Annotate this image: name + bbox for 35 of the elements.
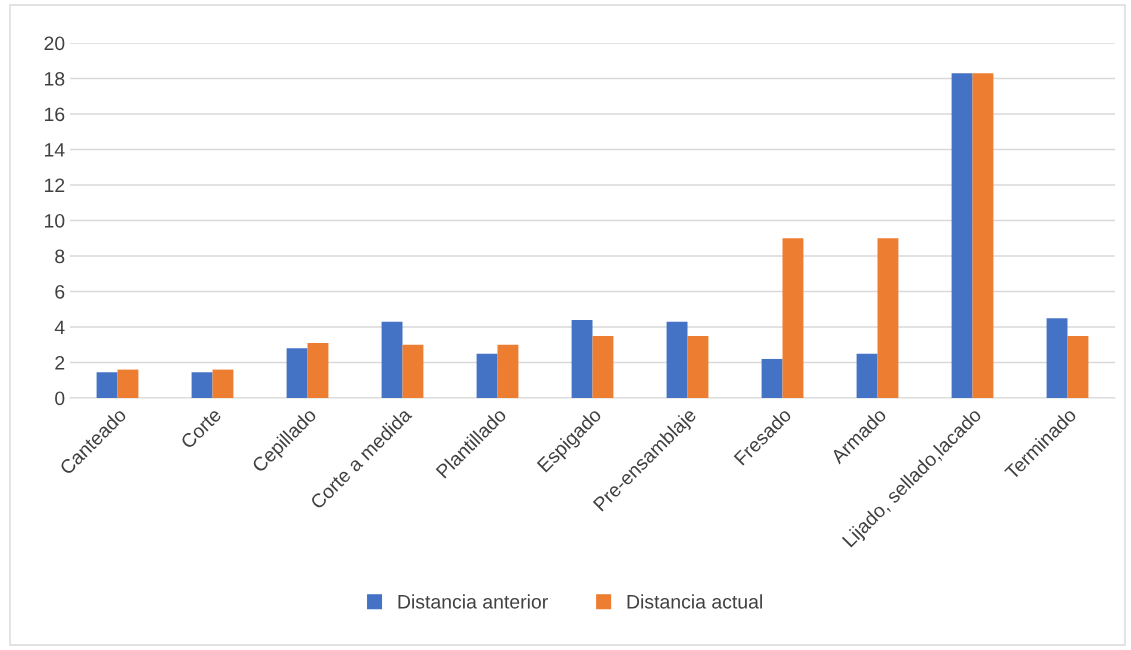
bar <box>782 238 804 398</box>
bar <box>96 372 118 398</box>
bar <box>497 344 519 398</box>
legend-label: Distancia anterior <box>398 594 548 609</box>
bar <box>972 73 994 398</box>
bar <box>307 342 329 398</box>
bar <box>1067 335 1089 398</box>
y-tick-label: 4 <box>54 320 65 335</box>
bar <box>666 321 688 398</box>
bar <box>381 321 403 398</box>
y-tick-label: 0 <box>55 391 65 406</box>
bar <box>191 372 213 398</box>
bar <box>1046 318 1068 398</box>
bar <box>402 344 424 398</box>
bar <box>761 358 783 398</box>
bar <box>212 369 234 398</box>
legend-label: Distancia actual <box>627 594 762 609</box>
y-tick-label: 20 <box>44 36 65 51</box>
bar <box>117 369 139 398</box>
bar <box>286 348 308 398</box>
bar <box>951 73 973 398</box>
bar <box>476 353 498 398</box>
bar <box>856 353 878 398</box>
y-tick-label: 8 <box>55 249 65 264</box>
y-tick-label: 6 <box>55 284 65 299</box>
y-tick-label: 10 <box>45 213 65 228</box>
bar <box>571 319 593 398</box>
bar <box>877 238 899 398</box>
y-tick-label: 12 <box>45 178 65 193</box>
y-tick-label: 16 <box>45 107 65 122</box>
y-tick-label: 18 <box>45 71 65 86</box>
y-tick-label: 2 <box>55 355 65 370</box>
y-tick-label: 14 <box>45 143 65 157</box>
bar <box>687 335 709 398</box>
bar <box>592 335 614 398</box>
